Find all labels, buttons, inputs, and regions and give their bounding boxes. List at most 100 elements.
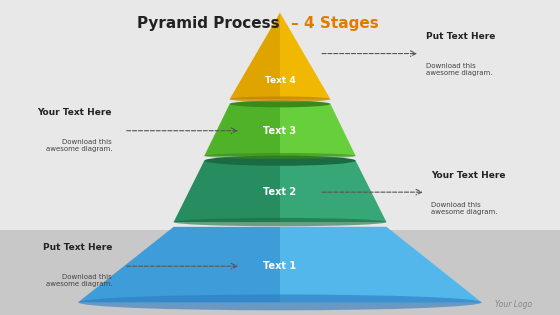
Bar — [0, 309, 560, 312]
Bar — [0, 309, 560, 312]
Bar — [0, 311, 560, 314]
Bar — [0, 311, 560, 314]
Bar — [0, 311, 560, 314]
Bar — [0, 310, 560, 313]
Text: Download this
awesome diagram.: Download this awesome diagram. — [426, 63, 492, 76]
Bar — [0, 310, 560, 313]
Bar — [0, 309, 560, 312]
Bar — [0, 310, 560, 313]
Polygon shape — [174, 161, 280, 222]
Ellipse shape — [230, 96, 330, 102]
Bar — [0, 309, 560, 312]
Text: Text 2: Text 2 — [263, 187, 297, 197]
Bar — [0, 311, 560, 314]
Text: Download this
awesome diagram.: Download this awesome diagram. — [45, 139, 112, 152]
Bar — [0, 309, 560, 312]
Text: Text 3: Text 3 — [263, 126, 297, 136]
Bar — [0, 310, 560, 313]
Polygon shape — [280, 161, 386, 222]
Bar — [0, 309, 560, 312]
Bar — [0, 312, 560, 315]
Bar — [0, 309, 560, 312]
Bar — [0, 311, 560, 314]
Bar — [0, 309, 560, 312]
Bar — [0, 311, 560, 314]
Text: Your Text Here: Your Text Here — [38, 107, 112, 117]
Bar — [0, 312, 560, 315]
Bar — [0, 311, 560, 314]
Ellipse shape — [204, 153, 356, 159]
Ellipse shape — [204, 156, 356, 166]
Bar — [0, 311, 560, 314]
Bar — [0, 310, 560, 313]
Bar — [0, 312, 560, 315]
Bar — [0, 311, 560, 314]
Bar — [0, 310, 560, 313]
Bar — [0, 230, 560, 315]
Bar — [0, 310, 560, 313]
Ellipse shape — [78, 295, 482, 310]
Bar — [0, 310, 560, 313]
Bar — [0, 309, 560, 312]
Bar — [0, 312, 560, 315]
Bar — [0, 310, 560, 313]
Bar — [0, 312, 560, 315]
Polygon shape — [230, 13, 330, 99]
Bar — [0, 311, 560, 314]
Bar — [0, 312, 560, 315]
Text: Download this
awesome diagram.: Download this awesome diagram. — [431, 202, 498, 215]
Bar — [0, 309, 560, 312]
Bar — [0, 309, 560, 312]
Text: Put Text Here: Put Text Here — [426, 32, 495, 41]
Bar — [0, 309, 560, 312]
Bar — [0, 310, 560, 313]
Bar — [0, 311, 560, 314]
Text: Download this
awesome diagram.: Download this awesome diagram. — [45, 274, 112, 287]
Bar — [0, 311, 560, 314]
Bar — [0, 309, 560, 312]
Bar — [0, 309, 560, 312]
Bar — [0, 311, 560, 314]
Bar — [0, 309, 560, 312]
Text: Text 1: Text 1 — [263, 261, 297, 271]
Bar — [0, 310, 560, 313]
Bar — [0, 310, 560, 313]
Bar — [0, 310, 560, 313]
Polygon shape — [230, 13, 280, 99]
Bar — [0, 310, 560, 313]
Bar — [0, 311, 560, 314]
Bar — [0, 309, 560, 312]
Polygon shape — [280, 227, 482, 302]
Bar — [0, 311, 560, 314]
Bar — [0, 312, 560, 315]
Bar — [0, 310, 560, 313]
Bar — [0, 309, 560, 312]
Text: Your Logo: Your Logo — [495, 300, 532, 309]
Bar — [0, 310, 560, 313]
Polygon shape — [280, 104, 356, 156]
Text: – 4 Stages: – 4 Stages — [291, 16, 379, 31]
Text: Text 4: Text 4 — [265, 76, 295, 85]
Polygon shape — [78, 227, 280, 302]
Bar — [0, 310, 560, 313]
Bar — [0, 311, 560, 314]
Bar — [0, 309, 560, 312]
Bar — [0, 310, 560, 313]
Bar — [0, 312, 560, 315]
Bar — [0, 311, 560, 314]
Bar — [0, 311, 560, 314]
Bar — [0, 310, 560, 313]
Polygon shape — [174, 161, 386, 222]
Bar — [0, 311, 560, 314]
Text: Your Text Here: Your Text Here — [431, 170, 506, 180]
Bar — [0, 311, 560, 314]
Bar — [0, 311, 560, 314]
Bar — [0, 309, 560, 312]
Bar — [0, 312, 560, 315]
Bar — [0, 310, 560, 313]
Bar — [0, 311, 560, 314]
Bar — [0, 312, 560, 315]
Bar — [0, 310, 560, 313]
Bar — [0, 312, 560, 315]
Bar — [0, 311, 560, 314]
